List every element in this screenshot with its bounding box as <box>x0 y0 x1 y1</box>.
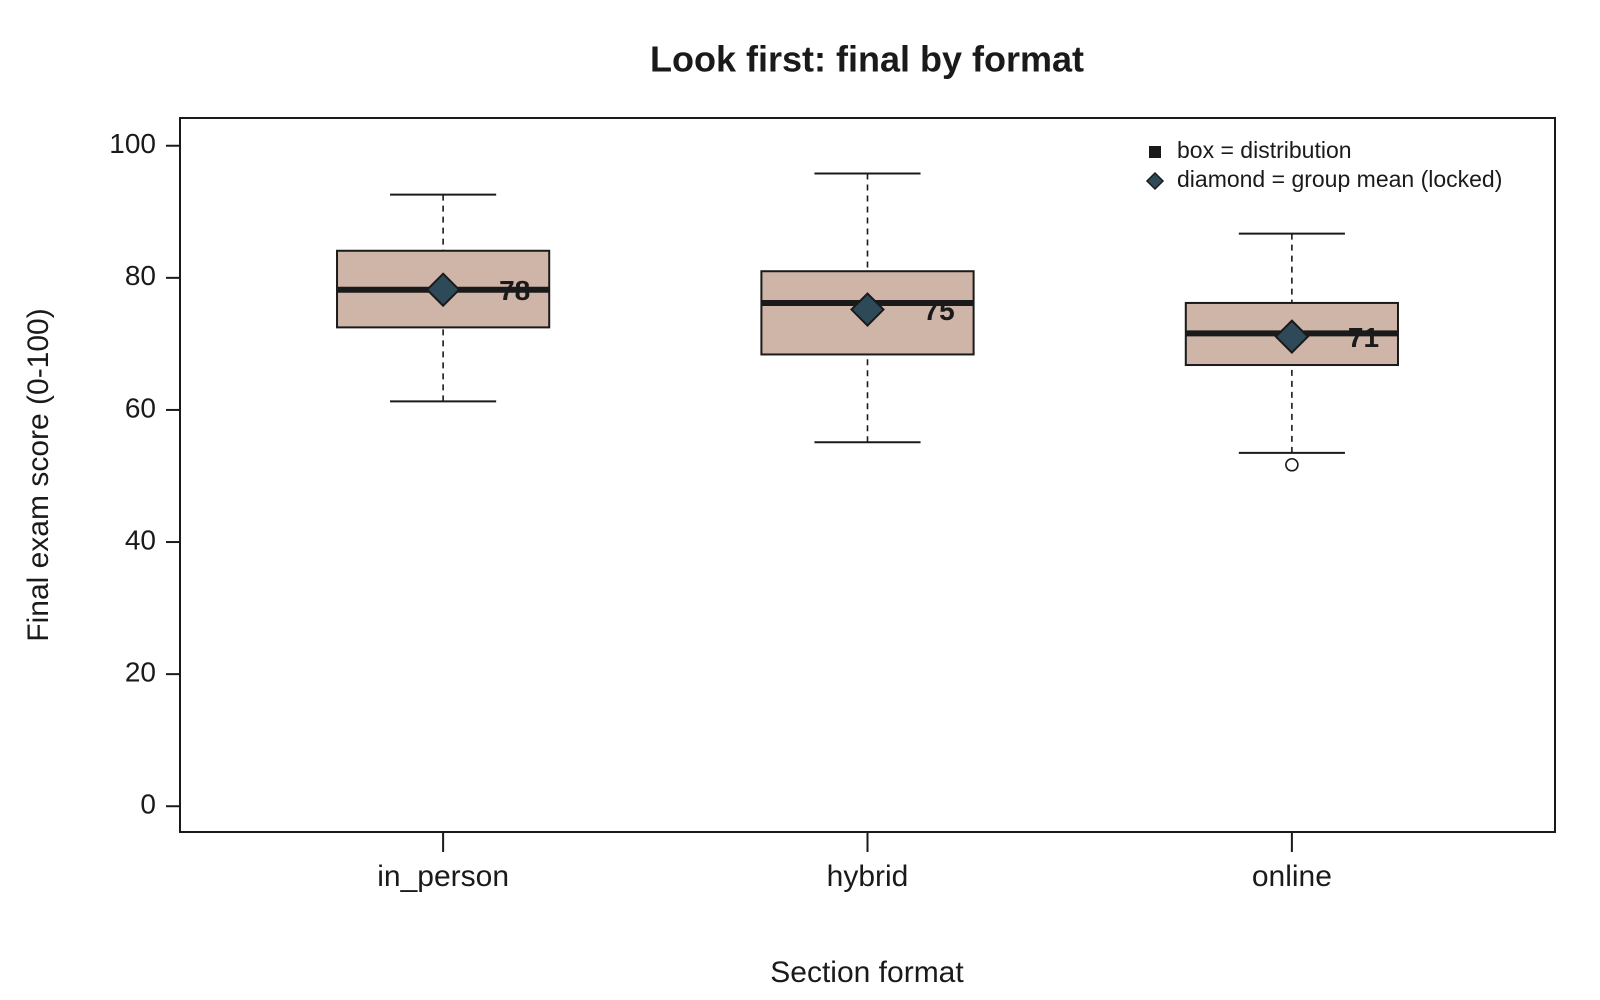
mean-diamond <box>850 292 885 327</box>
x-tick-label: hybrid <box>827 860 909 893</box>
y-axis-label: Final exam score (0-100) <box>22 308 55 641</box>
mean-label: 78 <box>499 275 530 306</box>
mean-label: 71 <box>1348 322 1379 353</box>
mean-diamond <box>425 272 461 308</box>
y-tick-label: 80 <box>125 260 156 291</box>
mean-label: 75 <box>924 295 955 326</box>
x-tick-label: online <box>1252 860 1332 893</box>
y-tick-label: 20 <box>125 657 156 688</box>
chart-title: Look first: final by format <box>650 39 1084 80</box>
legend-label: box = distribution <box>1177 137 1352 163</box>
outlier <box>1285 457 1299 472</box>
y-tick-label: 100 <box>109 128 156 159</box>
x-tick-label: in_person <box>377 860 509 893</box>
legend-marker <box>1149 146 1161 158</box>
y-tick-label: 0 <box>140 789 156 820</box>
legend-label: diamond = group mean (locked) <box>1177 166 1502 192</box>
plot-frame <box>179 117 1556 833</box>
y-tick-label: 40 <box>125 524 156 555</box>
y-tick-label: 60 <box>125 392 156 423</box>
x-axis-label: Section format <box>770 956 964 989</box>
mean-diamond <box>1274 319 1310 355</box>
legend-marker <box>1145 171 1165 191</box>
